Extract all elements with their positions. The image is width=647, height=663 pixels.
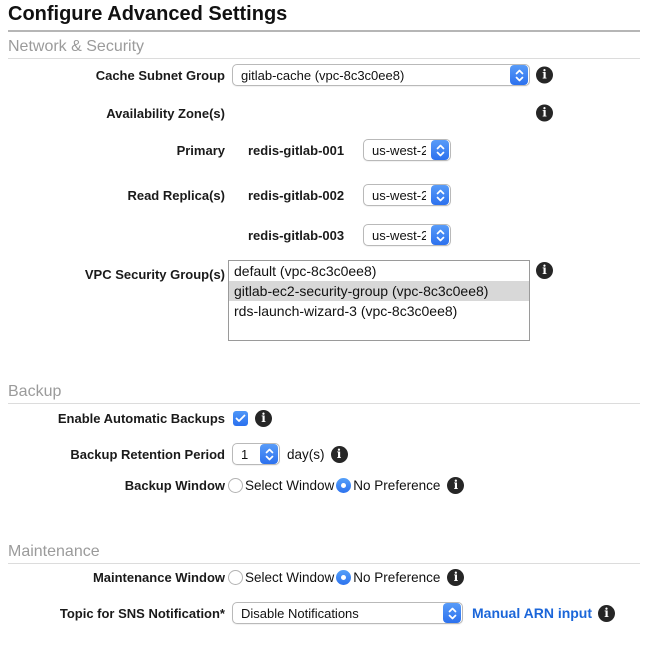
maintenance-window-row: Maintenance Window Select Window No Pref… bbox=[0, 569, 647, 586]
cache-subnet-group-label: Cache Subnet Group bbox=[95, 67, 225, 83]
info-icon[interactable]: i bbox=[447, 569, 465, 586]
replica-1-az-select[interactable]: us-west-2b bbox=[363, 184, 451, 206]
replica-node-id: redis-gitlab-002 bbox=[248, 187, 345, 203]
radio-option-label[interactable]: No Preference bbox=[353, 478, 441, 493]
chevron-up-down-icon bbox=[431, 185, 449, 205]
maintenance-window-label: Maintenance Window bbox=[92, 570, 225, 585]
manual-arn-input-link[interactable]: Manual ARN input bbox=[472, 605, 593, 621]
section-heading-maintenance: Maintenance bbox=[8, 543, 640, 564]
primary-label: Primary bbox=[176, 142, 225, 158]
section-heading-backup: Backup bbox=[8, 383, 640, 404]
primary-az-row: Primary redis-gitlab-001 us-west-2a bbox=[0, 139, 647, 161]
primary-node-id: redis-gitlab-001 bbox=[248, 142, 345, 158]
radio-option-label[interactable]: No Preference bbox=[353, 570, 441, 585]
backup-retention-period-select[interactable]: 1 bbox=[232, 443, 280, 465]
backup-window-select-window-radio[interactable] bbox=[228, 478, 243, 493]
info-icon[interactable]: i bbox=[598, 604, 616, 622]
backup-retention-period-value: 1 bbox=[241, 446, 249, 462]
vpc-security-groups-listbox[interactable]: default (vpc-8c3c0ee8) gitlab-ec2-securi… bbox=[228, 260, 530, 341]
info-icon[interactable]: i bbox=[255, 410, 272, 427]
replica-1-az-value: us-west-2b bbox=[372, 187, 426, 203]
enable-automatic-backups-row: Enable Automatic Backups i bbox=[0, 410, 647, 427]
info-icon[interactable]: i bbox=[536, 66, 553, 84]
replica-2-az-select[interactable]: us-west-2a bbox=[363, 224, 451, 246]
enable-automatic-backups-checkbox[interactable] bbox=[233, 411, 248, 426]
cache-subnet-group-value: gitlab-cache (vpc-8c3c0ee8) bbox=[241, 67, 405, 83]
cache-subnet-group-select[interactable]: gitlab-cache (vpc-8c3c0ee8) bbox=[232, 64, 530, 86]
sns-topic-value: Disable Notifications bbox=[241, 605, 359, 621]
backup-window-label: Backup Window bbox=[124, 478, 225, 493]
read-replica-2-row: redis-gitlab-003 us-west-2a bbox=[0, 224, 647, 246]
replica-2-az-value: us-west-2a bbox=[372, 227, 426, 243]
replica-node-id: redis-gitlab-003 bbox=[248, 227, 345, 243]
backup-window-row: Backup Window Select Window No Preferenc… bbox=[0, 477, 647, 494]
page-title: Configure Advanced Settings bbox=[8, 3, 288, 25]
chevron-up-down-icon bbox=[443, 603, 461, 623]
info-icon[interactable]: i bbox=[536, 262, 553, 279]
vpc-security-groups-row: VPC Security Group(s) default (vpc-8c3c0… bbox=[0, 260, 647, 341]
checkmark-icon bbox=[235, 414, 246, 422]
sns-topic-select[interactable]: Disable Notifications bbox=[232, 602, 463, 624]
radio-option-label[interactable]: Select Window bbox=[245, 570, 335, 585]
chevron-up-down-icon bbox=[431, 225, 449, 245]
listbox-option[interactable]: default (vpc-8c3c0ee8) bbox=[234, 263, 377, 279]
availability-zones-label: Availability Zone(s) bbox=[106, 105, 225, 121]
retention-unit-label: day(s) bbox=[287, 446, 325, 462]
vpc-security-groups-label: VPC Security Group(s) bbox=[84, 267, 225, 282]
sns-topic-label: Topic for SNS Notification* bbox=[59, 605, 225, 621]
maintenance-window-select-window-radio[interactable] bbox=[228, 570, 243, 585]
backup-retention-period-label: Backup Retention Period bbox=[70, 446, 225, 462]
section-heading-network-security: Network & Security bbox=[8, 38, 640, 59]
chevron-up-down-icon bbox=[431, 140, 449, 160]
availability-zones-row: Availability Zone(s) i bbox=[0, 104, 647, 122]
radio-option-label[interactable]: Select Window bbox=[245, 478, 335, 493]
cache-subnet-group-row: Cache Subnet Group gitlab-cache (vpc-8c3… bbox=[0, 64, 647, 86]
chevron-up-down-icon bbox=[510, 65, 528, 85]
primary-az-value: us-west-2a bbox=[372, 142, 426, 158]
backup-retention-period-row: Backup Retention Period 1 day(s) i bbox=[0, 443, 647, 465]
listbox-option-selected[interactable]: gitlab-ec2-security-group (vpc-8c3c0ee8) bbox=[229, 281, 529, 301]
read-replicas-label: Read Replica(s) bbox=[127, 187, 225, 203]
enable-automatic-backups-label: Enable Automatic Backups bbox=[57, 411, 225, 426]
sns-topic-row: Topic for SNS Notification* Disable Noti… bbox=[0, 602, 647, 624]
chevron-up-down-icon bbox=[260, 444, 278, 464]
listbox-option[interactable]: rds-launch-wizard-3 (vpc-8c3c0ee8) bbox=[234, 303, 458, 319]
read-replica-1-row: Read Replica(s) redis-gitlab-002 us-west… bbox=[0, 184, 647, 206]
title-divider bbox=[8, 30, 640, 32]
primary-az-select[interactable]: us-west-2a bbox=[363, 139, 451, 161]
info-icon[interactable]: i bbox=[536, 104, 553, 122]
maintenance-window-no-preference-radio[interactable] bbox=[336, 570, 352, 585]
backup-window-no-preference-radio[interactable] bbox=[336, 478, 352, 493]
info-icon[interactable]: i bbox=[330, 445, 348, 463]
info-icon[interactable]: i bbox=[447, 477, 465, 494]
